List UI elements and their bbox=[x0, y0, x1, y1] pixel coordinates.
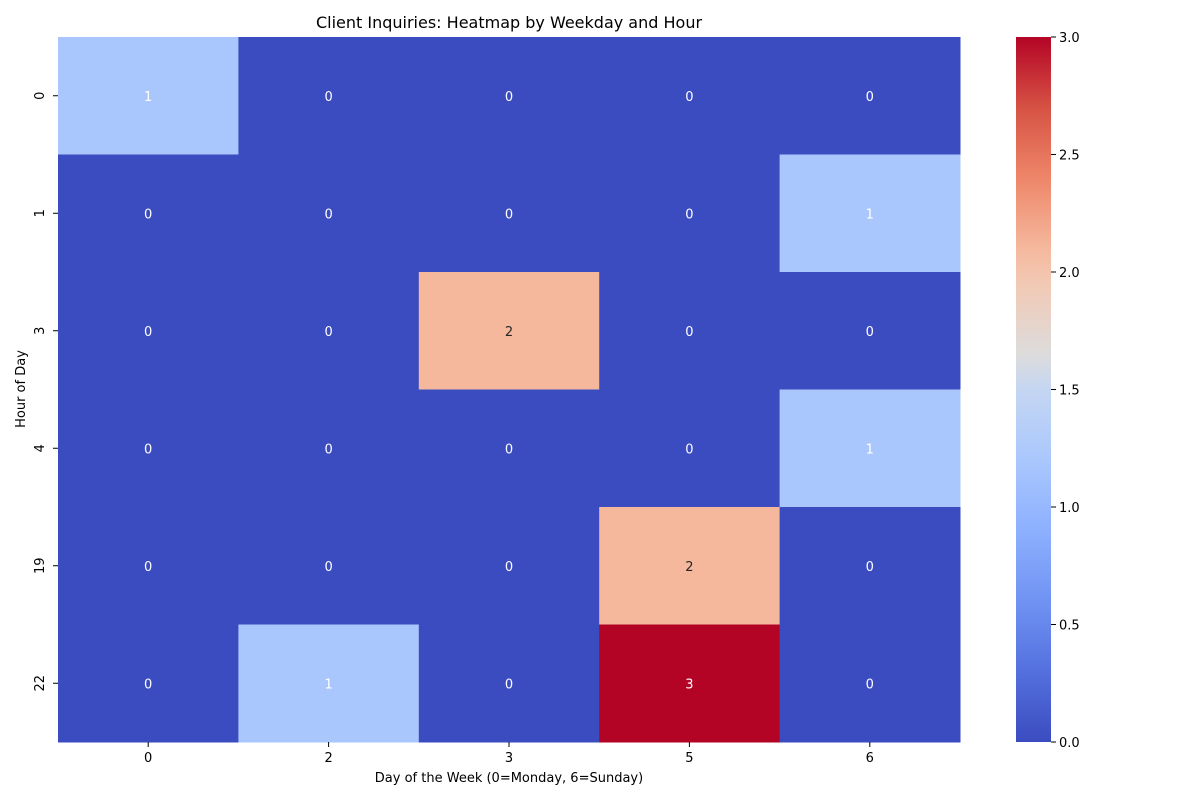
heatmap-cell bbox=[58, 272, 239, 390]
cell-value-label: 0 bbox=[505, 560, 513, 575]
cell-value-label: 0 bbox=[685, 207, 693, 222]
colorbar-tick-label: 1.0 bbox=[1059, 501, 1080, 516]
heatmap-cell bbox=[238, 37, 420, 155]
cell-value-label: 0 bbox=[685, 442, 693, 457]
heatmap-cell bbox=[418, 272, 600, 390]
heatmap-cell bbox=[418, 154, 600, 273]
heatmap-cell bbox=[599, 272, 781, 390]
cell-annotations: 1 0 0 0 0 0 0 0 0 1 0 0 2 0 0 0 0 0 0 1 0 0 0 2 0 0 1 0 3 0 bbox=[144, 90, 874, 693]
heatmap-cell bbox=[58, 37, 239, 155]
heatmap-cell bbox=[238, 154, 420, 273]
cell-value-label: 2 bbox=[685, 560, 693, 575]
colorbar bbox=[1016, 37, 1051, 742]
y-tick-label: 22 bbox=[33, 675, 48, 692]
heatmap-cell bbox=[779, 507, 961, 625]
cell-value-label: 1 bbox=[866, 442, 874, 457]
cell-value-label: 2 bbox=[505, 325, 513, 340]
heatmap-cell bbox=[58, 507, 239, 625]
heatmap-cell bbox=[238, 389, 420, 508]
heatmap-cell bbox=[418, 624, 600, 743]
cell-value-label: 1 bbox=[324, 677, 332, 692]
cell-value-label: 0 bbox=[866, 325, 874, 340]
cell-value-label: 0 bbox=[866, 677, 874, 692]
colorbar-ticks: 0.0 0.5 1.0 1.5 2.0 2.5 3.0 bbox=[1051, 31, 1080, 751]
heatmap-cell bbox=[238, 272, 420, 390]
cell-value-label: 0 bbox=[505, 677, 513, 692]
cell-value-label: 0 bbox=[505, 90, 513, 105]
heatmap-cell bbox=[599, 37, 781, 155]
heatmap-cell bbox=[238, 624, 420, 743]
heatmap-cell bbox=[418, 507, 600, 625]
colorbar-tick-label: 2.0 bbox=[1059, 266, 1080, 281]
colorbar-tick-label: 0.5 bbox=[1059, 619, 1080, 634]
x-axis-label: Day of the Week (0=Monday, 6=Sunday) bbox=[375, 771, 643, 786]
heatmap-cell bbox=[58, 154, 239, 273]
heatmap-cell bbox=[238, 507, 420, 625]
colorbar-tick-label: 3.0 bbox=[1059, 31, 1080, 46]
heatmap-cell bbox=[599, 389, 781, 508]
y-tick-label: 1 bbox=[33, 209, 48, 217]
cell-value-label: 0 bbox=[685, 325, 693, 340]
cell-value-label: 3 bbox=[685, 677, 693, 692]
heatmap-cell bbox=[58, 624, 239, 743]
heatmap-cell bbox=[599, 154, 781, 273]
y-tick-label: 19 bbox=[33, 557, 48, 574]
heatmap-cell bbox=[779, 272, 961, 390]
heatmap-cell bbox=[58, 389, 239, 508]
heatmap-cell bbox=[599, 624, 781, 743]
heatmap-cell bbox=[779, 389, 961, 508]
cell-value-label: 1 bbox=[144, 90, 152, 105]
colorbar-tick-label: 2.5 bbox=[1059, 149, 1080, 164]
y-axis-label: Hour of Day bbox=[14, 350, 29, 428]
cell-value-label: 0 bbox=[144, 560, 152, 575]
heatmap-cell bbox=[418, 389, 600, 508]
cell-value-label: 0 bbox=[324, 560, 332, 575]
cell-value-label: 0 bbox=[324, 325, 332, 340]
heatmap-cell bbox=[779, 154, 961, 273]
x-tick-label: 0 bbox=[144, 751, 152, 766]
cell-value-label: 0 bbox=[685, 90, 693, 105]
cell-value-label: 0 bbox=[144, 207, 152, 222]
heatmap-cell bbox=[418, 37, 600, 155]
cell-value-label: 0 bbox=[144, 325, 152, 340]
chart-title: Client Inquiries: Heatmap by Weekday and… bbox=[316, 13, 702, 32]
cell-value-label: 0 bbox=[505, 442, 513, 457]
cell-value-label: 0 bbox=[144, 677, 152, 692]
x-axis-ticks: 0 2 3 5 6 bbox=[144, 742, 874, 766]
cell-value-label: 0 bbox=[866, 560, 874, 575]
y-axis-ticks: 0 1 3 4 19 22 bbox=[33, 92, 58, 692]
heatmap-cell bbox=[779, 37, 961, 155]
heatmap-cell bbox=[599, 507, 781, 625]
heatmap-cell bbox=[779, 624, 961, 743]
x-tick-label: 2 bbox=[324, 751, 332, 766]
heatmap-cells bbox=[58, 37, 961, 743]
x-tick-label: 5 bbox=[685, 751, 693, 766]
cell-value-label: 0 bbox=[324, 90, 332, 105]
cell-value-label: 0 bbox=[144, 442, 152, 457]
x-tick-label: 3 bbox=[505, 751, 513, 766]
cell-value-label: 0 bbox=[505, 207, 513, 222]
cell-value-label: 0 bbox=[324, 442, 332, 457]
y-tick-label: 0 bbox=[33, 92, 48, 100]
y-tick-label: 4 bbox=[33, 444, 48, 452]
x-tick-label: 6 bbox=[866, 751, 874, 766]
cell-value-label: 0 bbox=[324, 207, 332, 222]
colorbar-tick-label: 0.0 bbox=[1059, 736, 1080, 751]
y-tick-label: 3 bbox=[33, 327, 48, 335]
colorbar-tick-label: 1.5 bbox=[1059, 384, 1080, 399]
cell-value-label: 0 bbox=[866, 90, 874, 105]
cell-value-label: 1 bbox=[866, 207, 874, 222]
